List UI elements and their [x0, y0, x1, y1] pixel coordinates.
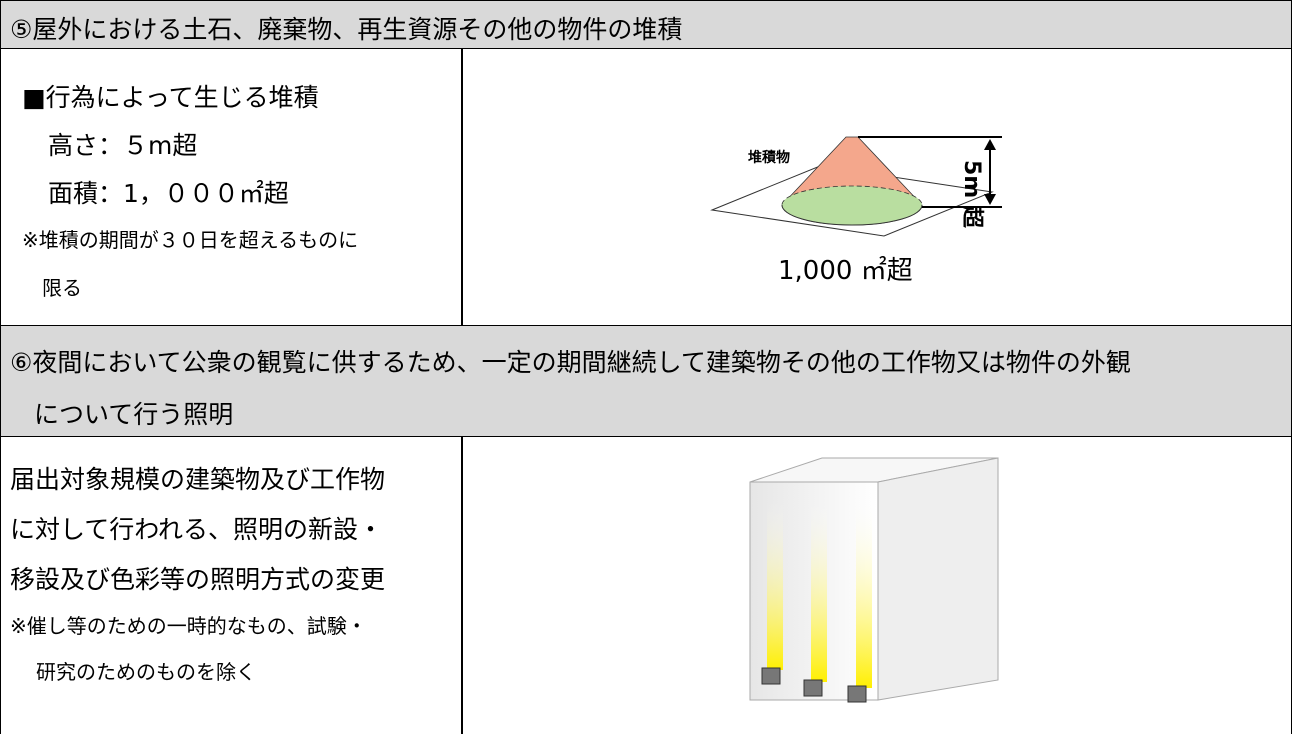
description: に対して行われる、照明の新設・: [10, 515, 384, 544]
figure-label: 5m 超: [959, 160, 984, 228]
heading-cell: [0, 325, 1292, 437]
note: ※催し等のための一時的なもの、試験・: [10, 614, 367, 638]
description: ■行為によって生じる堆積: [22, 83, 319, 112]
text-cell: [0, 436, 463, 734]
building-figure: [749, 457, 999, 703]
note: ※堆積の期間が３０日を超えるものに: [22, 228, 359, 252]
heading: ⑤屋外における土石、廃棄物、再生資源その他の物件の堆積: [10, 15, 683, 44]
description: 高さ：５m超: [48, 131, 198, 160]
description: 面積：1，０００㎡超: [48, 179, 289, 208]
figure-label: 1,000 ㎡超: [778, 256, 913, 286]
note: 研究のためのものを除く: [36, 660, 256, 684]
heading-cell: [0, 0, 1292, 49]
figure-label: 堆積物: [748, 150, 790, 166]
pile-figure: [710, 136, 1002, 237]
heading: ⑥夜間において公衆の観覧に供するため、一定の期間継続して建築物その他の工作物又は…: [10, 348, 1131, 377]
description: 移設及び色彩等の照明方式の変更: [10, 565, 386, 594]
note: 限る: [42, 276, 82, 300]
description: 届出対象規模の建築物及び工作物: [10, 465, 386, 494]
heading: について行う照明: [34, 400, 234, 429]
